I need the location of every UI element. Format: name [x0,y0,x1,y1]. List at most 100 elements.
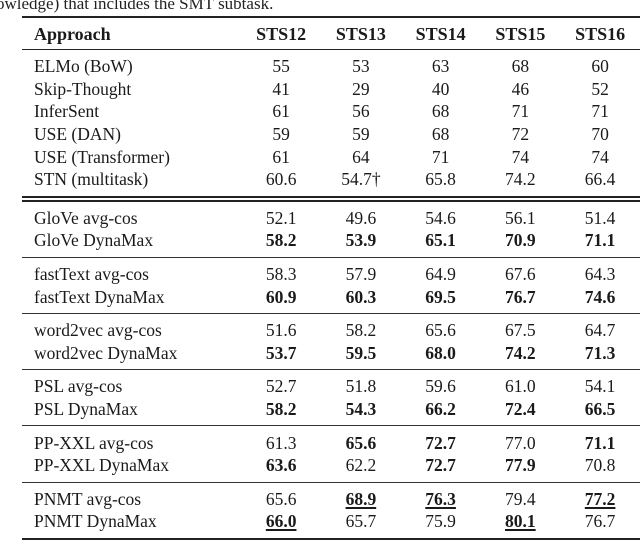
row-label: fastText avg-cos [34,264,149,285]
cell-value: 67.6 [505,264,536,285]
cell-value: 72.7 [425,432,456,453]
caption-text: owledge) that includes the SMT subtask. [0,0,274,13]
cell-sts13: 59.5 [321,341,401,371]
cell-sts13: 53.9 [321,229,401,258]
cell-sts15: 74 [480,145,560,168]
row-label: InferSent [34,101,100,122]
cell-sts13: 59 [321,123,401,146]
cell-value: 53.7 [265,342,297,363]
cell-sts13: 51.8 [321,370,401,398]
cell-sts12: 61 [241,145,321,168]
cell-value: 58.3 [265,264,297,285]
cell-sts15: 74.2 [480,341,561,371]
cell-sts15: 74.2 [480,167,561,202]
baseline-row: ELMo (BoW) 55 53 63 68 60 [22,50,640,78]
cell-value: 68 [511,56,530,77]
cell-value: 63.6 [265,455,297,476]
cell-value: 74 [511,146,530,167]
cell-sts16: 74 [560,145,640,168]
cell-value: 52.1 [265,207,297,228]
cell-sts13: 56 [321,100,401,123]
cell-value: 66.0 [265,511,297,532]
cell-sts14: 68.0 [400,341,481,371]
cell-sts14: 59.6 [401,370,481,398]
row-label: PSL DynaMax [22,397,242,427]
cell-value: 60 [591,56,609,77]
method-row: PNMT avg-cos 65.6 68.9 76.3 79.4 77.2 [22,482,640,510]
cell-value: 60.3 [345,286,377,307]
cell-sts14: 65.8 [400,167,481,202]
cell-sts16: 60 [560,50,640,78]
cell-value: 52 [591,78,609,99]
cell-value: 59.5 [345,342,377,363]
method-row: PP-XXL DynaMax 63.6 62.2 72.7 77.9 70.8 [22,453,640,483]
cell-value: 61 [272,146,290,167]
cell-value: 70.8 [584,455,616,476]
cell-value: 58.2 [265,230,297,251]
cell-value: 64 [352,146,370,167]
cell-sts15: 77.0 [480,426,560,454]
cell-sts12: 58.2 [241,229,322,258]
cell-value: 80.1 [505,511,536,532]
cell-sts14: 75.9 [400,510,481,540]
cell-value: 54.7† [341,169,381,190]
row-label: PNMT DynaMax [22,510,242,540]
cell-value: 64.7 [584,320,616,341]
cell-value: 54.3 [345,399,377,420]
cell-value: 60.6 [265,169,297,190]
cell-value: 58.2 [345,320,377,341]
cell-sts13: 54.3 [321,397,401,427]
cell-sts15: 80.1 [480,510,561,540]
cell-value: 62.2 [345,455,377,476]
cell-sts15: 72.4 [480,397,561,427]
cell-value: 59 [352,124,370,145]
cell-sts12: 63.6 [241,453,322,483]
baseline-row: STN (multitask) 60.6 54.7† 65.8 74.2 66.4 [22,167,640,202]
table-body: ELMo (BoW) 55 53 63 68 60 Skip-Thought 41 29 40 46… [22,50,640,540]
cell-sts12: 52.7 [241,370,321,398]
cell-value: 69.5 [425,286,456,307]
cell-value: 66.2 [425,399,456,420]
row-label: PP-XXL avg-cos [34,432,154,453]
cell-sts16: 54.1 [560,370,640,398]
header-sts15: STS15 [480,16,561,50]
cell-sts12: 61.3 [241,426,321,454]
cell-sts14: 69.5 [400,285,481,314]
cell-sts14: 40 [401,78,481,101]
cell-value: 53.9 [345,230,377,251]
cell-sts16: 66.5 [560,397,640,427]
cell-sts12: 66.0 [241,510,322,540]
cell-value: 57.9 [345,264,377,285]
cell-value: 71 [511,101,530,122]
cell-value: 51.4 [584,207,616,228]
cell-value: 65.8 [425,169,456,190]
cell-value: 77.0 [505,432,536,453]
method-row: word2vec avg-cos 51.6 58.2 65.6 67.5 64.7 [22,313,640,341]
cell-sts16: 70 [560,123,640,146]
header-sts13: STS13 [321,16,401,50]
cell-value: 74.6 [584,286,616,307]
cell-value: 54.1 [584,376,616,397]
cell-sts13: 53 [321,50,401,78]
cell-value: 61.3 [265,432,297,453]
cell-sts14: 65.1 [400,229,481,258]
cell-sts14: 76.3 [401,482,481,510]
cell-sts16: 64.3 [560,257,640,285]
cell-value: 51.8 [345,376,377,397]
cell-sts14: 71 [401,145,481,168]
cell-sts15: 70.9 [480,229,561,258]
cell-value: 68 [431,124,450,145]
cell-value: 41 [272,78,290,99]
cell-value: 77.2 [584,488,616,509]
cell-value: 68.0 [425,342,456,363]
method-row: word2vec DynaMax 53.7 59.5 68.0 74.2 71.3 [22,341,640,371]
cell-sts16: 71.3 [560,341,640,371]
cell-value: 61.0 [505,376,536,397]
cell-sts12: 41 [241,78,321,101]
cell-sts12: 51.6 [241,313,321,341]
cell-value: 65.1 [425,230,456,251]
cell-value: 76.7 [584,511,616,532]
cell-sts14: 66.2 [400,397,481,427]
header-sts12: STS12 [241,16,322,50]
cell-value: 76.3 [425,488,456,509]
